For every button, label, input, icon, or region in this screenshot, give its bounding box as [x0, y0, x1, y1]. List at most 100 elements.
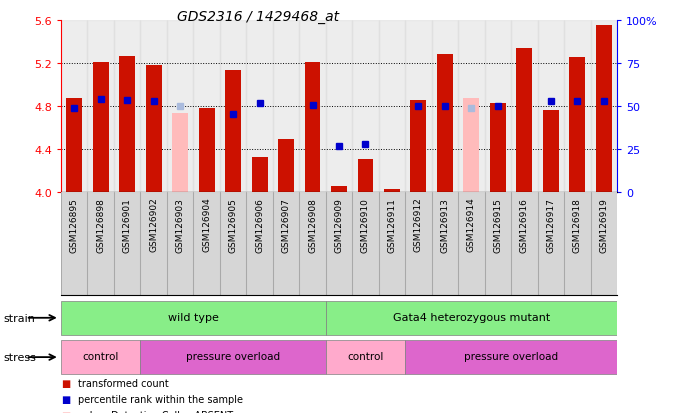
Bar	[325, 21, 353, 192]
Text: ■: ■	[61, 394, 71, 404]
Text: GSM126901: GSM126901	[123, 197, 132, 252]
Bar	[458, 21, 485, 192]
Bar	[146, 66, 161, 192]
Text: GSM126902: GSM126902	[149, 197, 158, 252]
Bar	[437, 55, 453, 192]
Bar	[379, 21, 405, 192]
Bar	[66, 99, 82, 192]
Bar	[87, 21, 114, 192]
Bar	[325, 301, 617, 335]
Bar	[596, 26, 612, 192]
Bar	[140, 192, 167, 295]
Text: GSM126915: GSM126915	[494, 197, 502, 252]
Bar	[299, 21, 325, 192]
Bar	[140, 21, 167, 192]
Text: Gata4 heterozygous mutant: Gata4 heterozygous mutant	[393, 312, 550, 322]
Bar	[199, 109, 214, 192]
Bar	[564, 192, 591, 295]
Bar	[485, 21, 511, 192]
Text: GSM126918: GSM126918	[573, 197, 582, 252]
Bar	[278, 140, 294, 192]
Bar	[432, 192, 458, 295]
Bar	[87, 192, 114, 295]
Text: percentile rank within the sample: percentile rank within the sample	[78, 394, 243, 404]
Text: GSM126917: GSM126917	[546, 197, 555, 252]
Bar	[543, 111, 559, 192]
Text: GSM126914: GSM126914	[467, 197, 476, 252]
Text: GSM126907: GSM126907	[281, 197, 291, 252]
Text: GSM126905: GSM126905	[228, 197, 237, 252]
Text: GSM126909: GSM126909	[334, 197, 344, 252]
Bar	[432, 21, 458, 192]
Bar	[570, 58, 585, 192]
Bar	[273, 192, 299, 295]
Text: transformed count: transformed count	[78, 378, 169, 388]
Bar	[405, 340, 617, 374]
Text: GSM126906: GSM126906	[255, 197, 264, 252]
Text: GSM126904: GSM126904	[202, 197, 211, 252]
Bar	[325, 340, 405, 374]
Bar	[353, 192, 379, 295]
Bar	[485, 192, 511, 295]
Bar	[591, 21, 617, 192]
Bar	[114, 192, 140, 295]
Bar	[405, 21, 432, 192]
Bar	[119, 57, 135, 192]
Bar	[464, 99, 479, 192]
Bar	[490, 104, 506, 192]
Text: strain: strain	[3, 313, 35, 323]
Bar	[93, 62, 108, 192]
Bar	[517, 48, 532, 192]
Text: GSM126895: GSM126895	[70, 197, 79, 252]
Text: stress: stress	[3, 352, 36, 362]
Bar	[353, 21, 379, 192]
Bar	[167, 21, 193, 192]
Text: GSM126908: GSM126908	[308, 197, 317, 252]
Bar	[325, 192, 353, 295]
Bar	[304, 62, 321, 192]
Bar	[299, 192, 325, 295]
Text: GSM126898: GSM126898	[96, 197, 105, 252]
Bar	[331, 187, 347, 192]
Bar	[538, 192, 564, 295]
Bar	[61, 340, 140, 374]
Bar	[61, 192, 87, 295]
Bar	[225, 71, 241, 192]
Text: GSM126903: GSM126903	[176, 197, 184, 252]
Bar	[538, 21, 564, 192]
Bar	[220, 192, 246, 295]
Text: GSM126913: GSM126913	[441, 197, 450, 252]
Bar	[172, 114, 188, 192]
Bar	[246, 21, 273, 192]
Bar	[410, 101, 426, 192]
Bar	[405, 192, 432, 295]
Bar	[140, 340, 325, 374]
Bar	[61, 301, 325, 335]
Bar	[591, 192, 617, 295]
Bar	[193, 192, 220, 295]
Text: pressure overload: pressure overload	[464, 351, 558, 361]
Bar	[379, 192, 405, 295]
Text: value, Detection Call = ABSENT: value, Detection Call = ABSENT	[78, 410, 233, 413]
Text: ■: ■	[61, 410, 71, 413]
Bar	[357, 160, 374, 192]
Bar	[511, 192, 538, 295]
Text: wild type: wild type	[168, 312, 219, 322]
Bar	[220, 21, 246, 192]
Bar	[114, 21, 140, 192]
Bar	[61, 21, 87, 192]
Bar	[273, 21, 299, 192]
Text: GSM126911: GSM126911	[387, 197, 397, 252]
Text: GSM126919: GSM126919	[599, 197, 608, 252]
Text: GSM126910: GSM126910	[361, 197, 370, 252]
Text: GDS2316 / 1429468_at: GDS2316 / 1429468_at	[176, 10, 339, 24]
Bar	[458, 192, 485, 295]
Text: ■: ■	[61, 378, 71, 388]
Text: GSM126912: GSM126912	[414, 197, 423, 252]
Text: GSM126916: GSM126916	[520, 197, 529, 252]
Bar	[252, 158, 268, 192]
Bar	[384, 190, 400, 192]
Text: control: control	[347, 351, 384, 361]
Bar	[193, 21, 220, 192]
Bar	[167, 192, 193, 295]
